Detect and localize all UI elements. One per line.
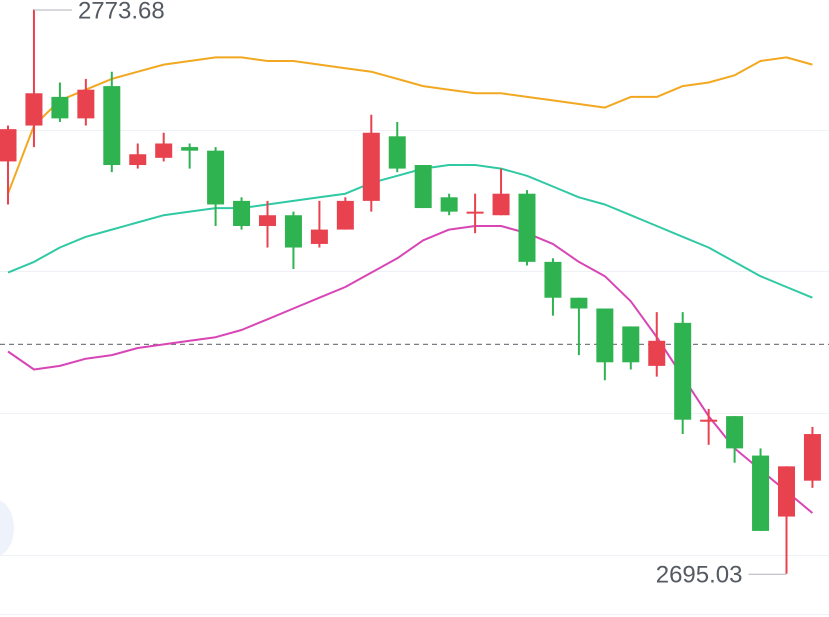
candle-body <box>803 434 821 481</box>
candle-body <box>570 297 588 309</box>
candle-body <box>648 340 666 366</box>
candle <box>544 258 562 316</box>
candle-body <box>388 136 406 169</box>
candle-body <box>310 229 328 244</box>
candle <box>207 147 225 226</box>
candle-body <box>129 154 147 166</box>
candle <box>803 426 821 488</box>
candle-body <box>77 89 95 119</box>
candle-body <box>259 215 276 226</box>
candle <box>388 121 406 173</box>
candle <box>414 165 432 209</box>
band-line-2 <box>7 164 813 299</box>
candles <box>0 9 821 574</box>
candle-body <box>544 261 562 298</box>
candle <box>181 143 199 169</box>
candle-body <box>622 326 640 363</box>
candle-body <box>414 165 432 209</box>
candle-body <box>51 96 69 119</box>
candle <box>648 312 666 377</box>
candle-body <box>233 200 251 226</box>
candle <box>674 312 692 435</box>
candle-body <box>103 86 121 166</box>
candle-body <box>181 147 199 151</box>
candle-body <box>207 150 225 205</box>
extreme-annotations: 2773.68 2695.03 <box>33 0 787 589</box>
band-line-3 <box>7 225 814 514</box>
candle <box>0 125 17 205</box>
candle <box>310 200 328 248</box>
candle-body <box>596 308 614 363</box>
candle-body <box>362 132 380 201</box>
candle <box>284 211 302 270</box>
candle-body <box>492 193 510 216</box>
candle <box>596 308 614 381</box>
band-lines <box>7 56 814 514</box>
gridlines <box>0 130 829 615</box>
candle <box>752 448 770 531</box>
band-line-1 <box>7 56 813 195</box>
candle <box>778 466 795 574</box>
candle-body <box>674 322 692 420</box>
candle <box>518 190 536 266</box>
candle-body <box>752 455 770 531</box>
candle-body <box>726 416 744 449</box>
candle <box>77 78 95 126</box>
candle-body <box>778 466 795 517</box>
candle <box>622 326 640 370</box>
candle <box>700 408 718 445</box>
candle <box>440 193 458 216</box>
candle <box>726 416 744 463</box>
candle-body <box>466 211 484 214</box>
candle-body <box>336 200 354 230</box>
candle-body <box>25 93 43 126</box>
candle-body <box>518 193 536 262</box>
candle <box>492 168 510 216</box>
candle <box>155 132 173 162</box>
candle <box>362 114 380 212</box>
candle-body <box>440 197 458 212</box>
candle-body <box>0 129 17 162</box>
candle <box>103 71 121 173</box>
max-price-label: 2773.68 <box>78 0 165 24</box>
candle-body <box>155 143 173 158</box>
candle <box>259 200 276 248</box>
candle <box>336 197 354 230</box>
candle <box>51 82 69 122</box>
candle <box>466 193 484 234</box>
scroll-handle[interactable] <box>0 500 14 556</box>
candle-body <box>700 419 718 422</box>
candle <box>25 9 43 148</box>
candle <box>129 143 147 169</box>
min-price-label: 2695.03 <box>656 562 743 589</box>
candle <box>570 297 588 356</box>
candle <box>233 197 251 230</box>
candle-body <box>284 215 302 248</box>
